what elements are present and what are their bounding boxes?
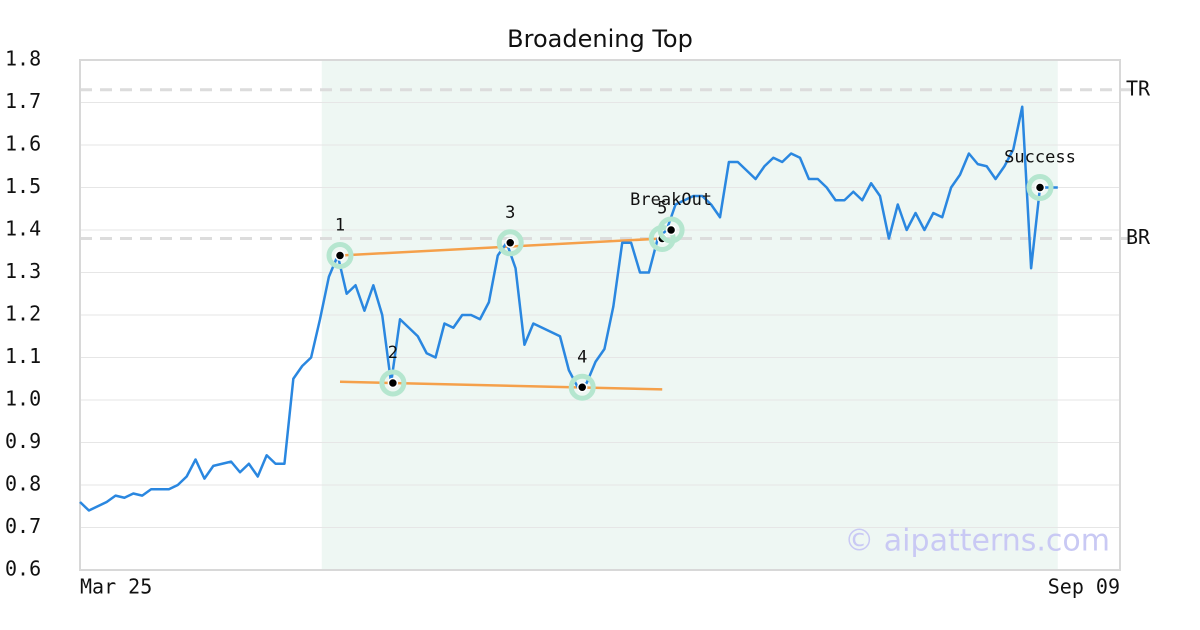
y-tick-label: 1.0	[5, 387, 41, 411]
pattern-label: BreakOut	[630, 190, 712, 210]
pattern-point-halo	[326, 242, 354, 269]
y-tick-label: 0.8	[5, 472, 41, 496]
pattern-label: 4	[577, 347, 587, 367]
pattern-point	[387, 377, 399, 389]
y-tick-label: 1.4	[5, 217, 41, 241]
y-tick-label: 1.6	[5, 132, 41, 156]
y-tick-label: 1.1	[5, 344, 41, 368]
pattern-point-halo	[1026, 174, 1054, 201]
y-tick-label: 0.9	[5, 429, 41, 453]
pattern-label: 3	[505, 203, 515, 223]
pattern-point-halo	[496, 229, 524, 257]
pattern-label: Success	[1004, 148, 1076, 168]
y-tick-label: 0.6	[5, 557, 41, 581]
pattern-point-halo	[568, 373, 596, 401]
y-tick-label: 0.7	[5, 514, 41, 538]
pattern-label: 2	[388, 343, 398, 363]
y-tick-label: 1.5	[5, 174, 41, 198]
x-tick-label: Sep 09	[1048, 575, 1120, 599]
watermark: © aipatterns.com	[844, 524, 1110, 559]
pattern-point-halo	[657, 216, 685, 244]
y-tick-label: 1.2	[5, 302, 41, 326]
pattern-label: 5	[657, 199, 667, 219]
pattern-point	[334, 250, 346, 261]
pattern-label: 1	[335, 216, 345, 236]
price-line	[79, 105, 1058, 512]
y-tick-label: 1.8	[5, 47, 41, 71]
reference-label: BR	[1126, 225, 1151, 249]
y-tick-label: 1.7	[5, 89, 41, 113]
pattern-point	[504, 237, 516, 248]
pattern-point-halo	[379, 369, 407, 397]
pattern-point	[665, 224, 677, 236]
plot-frame	[79, 59, 1121, 571]
y-tick-label: 1.3	[5, 259, 41, 283]
x-tick-label: Mar 25	[80, 575, 152, 599]
chart-title: Broadening Top	[507, 25, 693, 53]
reference-label: TR	[1126, 76, 1151, 100]
pattern-point	[576, 382, 588, 393]
pattern-point	[1034, 182, 1046, 193]
